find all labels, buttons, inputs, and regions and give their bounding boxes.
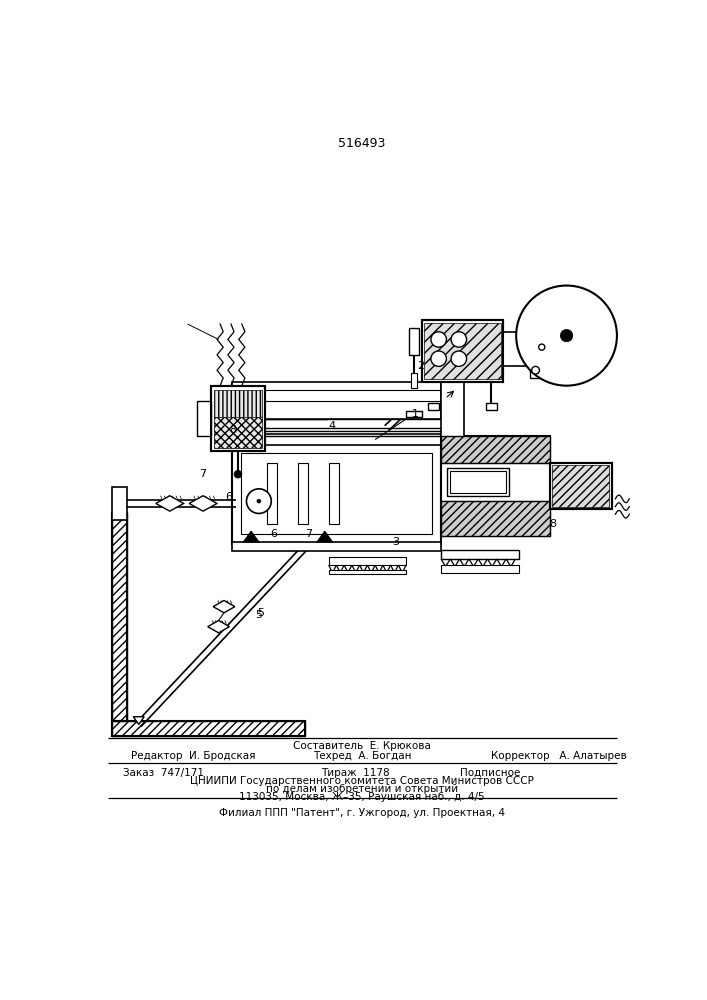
Circle shape (234, 470, 242, 478)
Polygon shape (156, 496, 184, 511)
Bar (549, 463, 612, 509)
Bar (450, 471, 506, 493)
Bar (267, 463, 277, 524)
Bar (441, 366, 464, 536)
Text: 7: 7 (199, 469, 206, 479)
Text: Техред  А. Богдан: Техред А. Богдан (312, 751, 411, 761)
Text: 3: 3 (392, 537, 399, 547)
Circle shape (247, 489, 271, 513)
Circle shape (561, 329, 573, 342)
Text: Тираж  1178: Тираж 1178 (321, 768, 390, 778)
Text: 1: 1 (412, 409, 419, 419)
Bar (406, 411, 421, 417)
Text: 8: 8 (549, 519, 556, 529)
Bar (448, 468, 509, 496)
Bar (552, 465, 609, 507)
Bar (441, 436, 549, 463)
Bar (441, 501, 549, 536)
Bar (112, 513, 127, 721)
Text: Редактор  И. Бродская: Редактор И. Бродская (131, 751, 255, 761)
Bar (241, 453, 432, 534)
Text: 113035, Москва, Ж–35, Раушская наб., д. 4/5: 113035, Москва, Ж–35, Раушская наб., д. … (239, 792, 485, 802)
Bar (411, 373, 417, 388)
Bar (441, 436, 549, 463)
Bar (441, 565, 518, 573)
Bar (441, 463, 549, 501)
Bar (424, 323, 501, 379)
Text: Корректор   А. Алатырев: Корректор А. Алатырев (491, 751, 627, 761)
Polygon shape (208, 620, 230, 633)
Bar (232, 382, 441, 419)
Bar (232, 434, 441, 445)
Text: ЦНИИПИ Государственного комитета Совета Министров СССР: ЦНИИПИ Государственного комитета Совета … (190, 776, 534, 786)
Text: 8: 8 (230, 425, 237, 435)
Bar (232, 443, 441, 544)
Bar (112, 721, 305, 736)
Bar (112, 487, 127, 520)
Text: 6: 6 (226, 492, 233, 502)
Bar (232, 542, 441, 551)
Polygon shape (243, 531, 259, 542)
Circle shape (431, 332, 446, 347)
Text: Подписное: Подписное (460, 768, 521, 778)
Bar (549, 463, 612, 509)
Bar (486, 403, 497, 410)
Text: 7: 7 (305, 529, 312, 539)
Bar (428, 403, 438, 410)
Bar (214, 389, 262, 417)
Text: по делам изобретений и открытий: по делам изобретений и открытий (266, 784, 458, 794)
Bar (197, 401, 211, 436)
Text: 4: 4 (329, 421, 336, 431)
Polygon shape (189, 496, 217, 511)
Text: Составитель  Е. Крюкова: Составитель Е. Крюкова (293, 741, 431, 751)
Polygon shape (134, 717, 144, 724)
Text: 5: 5 (255, 610, 262, 620)
Bar (214, 416, 262, 448)
Bar (441, 436, 549, 536)
Bar (441, 550, 518, 559)
Bar (211, 386, 265, 451)
Bar (503, 332, 534, 366)
Bar (441, 501, 549, 536)
Circle shape (451, 351, 467, 366)
Polygon shape (213, 600, 235, 613)
Bar (329, 570, 406, 574)
Circle shape (431, 351, 446, 366)
Text: Филиал ППП "Патент", г. Ужгород, ул. Проектная, 4: Филиал ППП "Патент", г. Ужгород, ул. Про… (219, 808, 505, 818)
Bar (211, 386, 265, 451)
Bar (409, 328, 419, 355)
Bar (112, 513, 127, 721)
Text: 5: 5 (257, 608, 264, 618)
Polygon shape (317, 531, 332, 542)
Text: 2: 2 (417, 361, 424, 371)
Bar (530, 324, 542, 378)
Circle shape (539, 344, 545, 350)
Circle shape (257, 499, 261, 503)
Bar (298, 463, 308, 524)
Circle shape (532, 366, 539, 374)
Bar (421, 320, 503, 382)
Circle shape (451, 332, 467, 347)
Circle shape (516, 286, 617, 386)
Bar (112, 721, 305, 736)
Text: 6: 6 (271, 529, 278, 539)
Bar (329, 557, 406, 565)
Bar (421, 320, 503, 382)
Text: 516493: 516493 (338, 137, 385, 150)
Text: Заказ  747/171: Заказ 747/171 (123, 768, 204, 778)
Bar (329, 463, 339, 524)
